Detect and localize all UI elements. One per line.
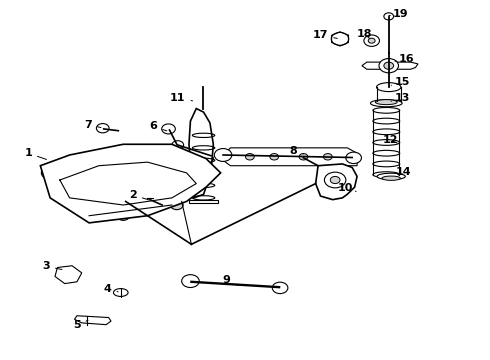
Text: 18: 18 (357, 29, 372, 39)
Text: 10: 10 (337, 183, 356, 193)
Circle shape (41, 166, 59, 179)
Ellipse shape (370, 100, 402, 107)
Text: 8: 8 (290, 146, 303, 156)
Circle shape (331, 32, 349, 45)
Circle shape (143, 193, 157, 203)
Circle shape (346, 152, 362, 163)
Text: 16: 16 (395, 54, 415, 64)
Circle shape (199, 153, 213, 164)
Text: 9: 9 (222, 275, 238, 285)
Circle shape (384, 13, 393, 20)
Circle shape (323, 154, 332, 160)
Circle shape (330, 176, 340, 184)
Polygon shape (189, 109, 213, 198)
Circle shape (272, 282, 288, 294)
Text: 19: 19 (389, 9, 409, 19)
Ellipse shape (382, 176, 400, 180)
Circle shape (270, 154, 279, 160)
Circle shape (117, 211, 129, 220)
Polygon shape (362, 62, 418, 69)
Text: 4: 4 (104, 284, 118, 294)
Polygon shape (40, 144, 220, 223)
Ellipse shape (375, 100, 397, 105)
Polygon shape (74, 316, 111, 325)
Circle shape (324, 172, 346, 188)
Circle shape (299, 154, 308, 160)
Circle shape (171, 201, 183, 210)
Polygon shape (316, 164, 357, 200)
Text: 3: 3 (43, 261, 62, 271)
Text: 15: 15 (391, 77, 410, 87)
Circle shape (214, 149, 232, 161)
Text: 2: 2 (129, 190, 149, 200)
Circle shape (97, 123, 109, 133)
Circle shape (368, 38, 375, 43)
Polygon shape (189, 200, 218, 203)
Ellipse shape (114, 289, 128, 296)
Ellipse shape (376, 83, 401, 91)
Circle shape (364, 35, 379, 46)
Circle shape (379, 59, 398, 73)
Text: 12: 12 (382, 135, 398, 145)
Text: 11: 11 (170, 93, 193, 103)
Circle shape (162, 124, 175, 134)
Text: 7: 7 (84, 120, 101, 130)
Text: 13: 13 (391, 93, 410, 103)
Text: 1: 1 (24, 148, 47, 159)
Text: 5: 5 (73, 320, 88, 330)
Polygon shape (220, 148, 357, 166)
Ellipse shape (377, 173, 405, 180)
Polygon shape (55, 266, 82, 284)
Circle shape (182, 275, 199, 288)
Text: 14: 14 (395, 167, 411, 177)
Circle shape (172, 141, 184, 149)
Text: 6: 6 (149, 121, 167, 131)
Circle shape (384, 62, 393, 69)
Text: 17: 17 (313, 30, 337, 40)
Circle shape (245, 154, 254, 160)
